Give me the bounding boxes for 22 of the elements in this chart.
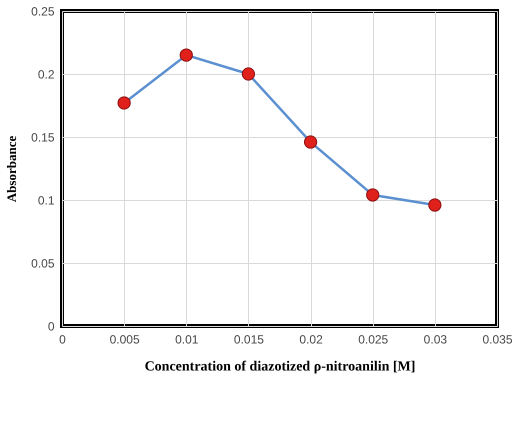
y-tick-label: 0.05 — [31, 256, 55, 270]
x-tick-label: 0.03 — [424, 332, 448, 346]
y-tick-label: 0.1 — [38, 194, 55, 208]
x-tick-label: 0 — [59, 332, 66, 346]
x-tick-label: 0.02 — [299, 332, 324, 346]
point — [366, 188, 380, 202]
x-tick-label: 0.035 — [482, 332, 513, 346]
y-tick-label: 0.2 — [38, 68, 55, 82]
y-tick-label: 0.25 — [31, 4, 55, 18]
point — [428, 198, 442, 212]
point — [242, 67, 256, 81]
x-tick-label: 0.015 — [234, 332, 264, 346]
y-tick-label: 0 — [48, 320, 55, 334]
x-tick-label: 0.005 — [110, 332, 140, 346]
point — [118, 96, 131, 110]
x-tick-label: 0.01 — [175, 332, 199, 346]
point — [304, 135, 318, 149]
point — [180, 48, 193, 62]
y-tick-label: 0.15 — [31, 130, 55, 144]
x-axis-title: Concentration of diazotized ρ-nitroanilin [M] — [144, 360, 416, 374]
x-tick-label: 0.025 — [358, 332, 389, 346]
y-axis-title: Absorbance — [4, 136, 20, 202]
